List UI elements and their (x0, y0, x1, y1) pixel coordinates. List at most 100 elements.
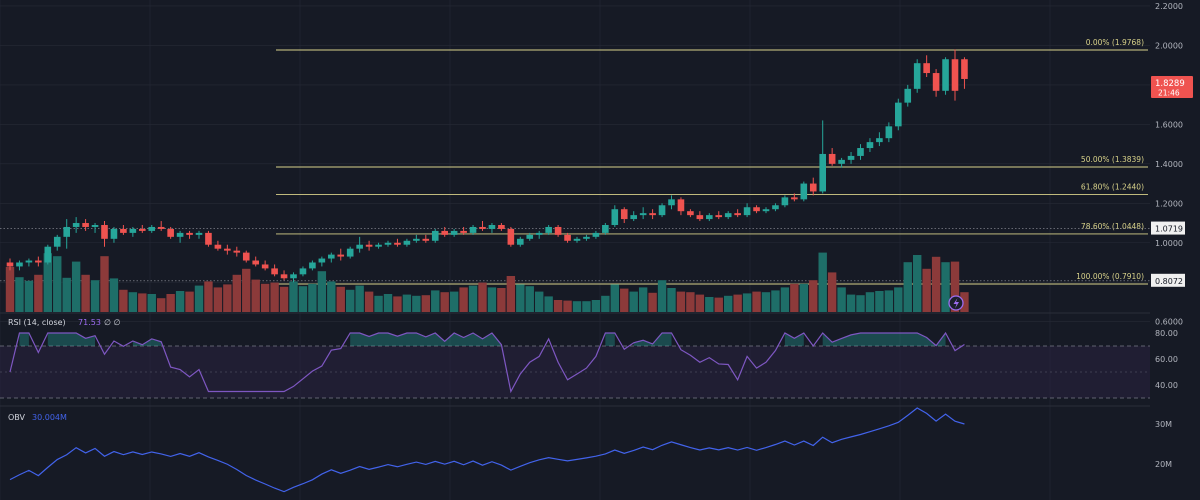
candle[interactable] (309, 260, 316, 271)
candle[interactable] (139, 224, 146, 233)
candle[interactable] (148, 224, 156, 233)
candle[interactable] (299, 266, 307, 277)
candle[interactable] (602, 223, 609, 235)
candle[interactable] (441, 226, 448, 237)
candle[interactable] (677, 197, 685, 216)
candle[interactable] (781, 195, 789, 208)
candle[interactable] (205, 230, 212, 247)
candle[interactable] (932, 69, 940, 97)
candle[interactable] (715, 211, 723, 220)
candle[interactable] (450, 228, 458, 237)
candle[interactable] (403, 238, 411, 247)
candle[interactable] (44, 244, 52, 265)
candle[interactable] (630, 211, 637, 222)
candle[interactable] (261, 260, 269, 271)
candle[interactable] (545, 224, 552, 235)
candle[interactable] (346, 246, 354, 259)
candle[interactable] (384, 240, 392, 247)
candle[interactable] (573, 236, 581, 243)
candle[interactable] (233, 246, 241, 257)
candle[interactable] (129, 226, 137, 237)
candle[interactable] (554, 224, 562, 237)
candle[interactable] (838, 157, 845, 168)
candle[interactable] (91, 223, 99, 233)
candle[interactable] (904, 84, 912, 107)
obv-legend-name[interactable]: OBV (8, 413, 26, 422)
candle[interactable] (583, 234, 590, 241)
candle[interactable] (876, 132, 883, 147)
candle[interactable] (611, 205, 619, 227)
candle[interactable] (649, 209, 656, 220)
candle[interactable] (413, 234, 420, 243)
candle[interactable] (866, 138, 874, 152)
candle[interactable] (167, 226, 174, 239)
candle[interactable] (6, 258, 14, 271)
candle[interactable] (157, 221, 165, 231)
candle[interactable] (734, 209, 741, 218)
candle[interactable] (857, 144, 864, 160)
candle[interactable] (252, 256, 259, 267)
candle[interactable] (72, 217, 80, 233)
candle[interactable] (479, 221, 486, 231)
candle[interactable] (280, 270, 288, 281)
candle[interactable] (828, 148, 836, 166)
candle[interactable] (923, 55, 930, 77)
candle[interactable] (176, 230, 184, 243)
candle[interactable] (422, 234, 430, 243)
candle[interactable] (620, 207, 628, 224)
candle[interactable] (507, 226, 515, 247)
candle[interactable] (724, 211, 732, 220)
candle[interactable] (25, 258, 33, 267)
candle[interactable] (375, 242, 382, 249)
candle[interactable] (535, 230, 543, 239)
candle[interactable] (696, 211, 704, 222)
candle[interactable] (942, 57, 949, 95)
candle[interactable] (394, 238, 401, 247)
candle[interactable] (488, 223, 496, 233)
candle[interactable] (469, 224, 477, 235)
candle[interactable] (242, 250, 250, 263)
candle[interactable] (564, 232, 571, 243)
candle[interactable] (53, 234, 61, 251)
candle[interactable] (460, 226, 467, 235)
rsi-line[interactable] (9, 331, 965, 394)
candle[interactable] (800, 181, 808, 202)
rsi-legend-name[interactable]: RSI (14, close) (8, 318, 66, 327)
candle[interactable] (271, 264, 278, 277)
candle[interactable] (318, 256, 326, 267)
candle[interactable] (82, 219, 89, 231)
candle[interactable] (517, 236, 524, 247)
candle[interactable] (195, 230, 203, 239)
candle[interactable] (762, 207, 770, 214)
candle[interactable] (706, 213, 713, 222)
candle[interactable] (809, 177, 817, 196)
candle[interactable] (526, 232, 534, 241)
candle[interactable] (847, 151, 855, 164)
candle[interactable] (687, 209, 694, 218)
candle[interactable] (819, 120, 826, 194)
candle[interactable] (110, 226, 118, 243)
candle[interactable] (356, 236, 363, 253)
candle[interactable] (431, 228, 439, 243)
candle[interactable] (592, 230, 600, 239)
candle[interactable] (658, 203, 666, 218)
candle[interactable] (668, 195, 675, 210)
candle[interactable] (186, 230, 193, 239)
candle[interactable] (35, 256, 42, 267)
candle[interactable] (753, 205, 760, 214)
candle[interactable] (743, 203, 751, 218)
candle[interactable] (895, 98, 902, 131)
candle[interactable] (214, 240, 222, 251)
fibonacci-retracement[interactable]: 0.00% (1.9768) 50.00% (1.3839) 61.80% (1.2… (276, 0, 1148, 285)
candle[interactable] (885, 122, 893, 143)
candle[interactable] (791, 193, 798, 202)
price-axis[interactable]: 2.2000 2.0000 1.6000 1.4000 1.2000 1.0000 0.60… (1155, 2, 1183, 327)
candle[interactable] (772, 203, 779, 212)
candle[interactable] (63, 219, 70, 249)
candle[interactable] (961, 57, 968, 89)
candle[interactable] (16, 260, 23, 271)
candle[interactable] (639, 207, 647, 220)
candle[interactable] (951, 49, 959, 101)
obv-line[interactable] (9, 407, 965, 493)
